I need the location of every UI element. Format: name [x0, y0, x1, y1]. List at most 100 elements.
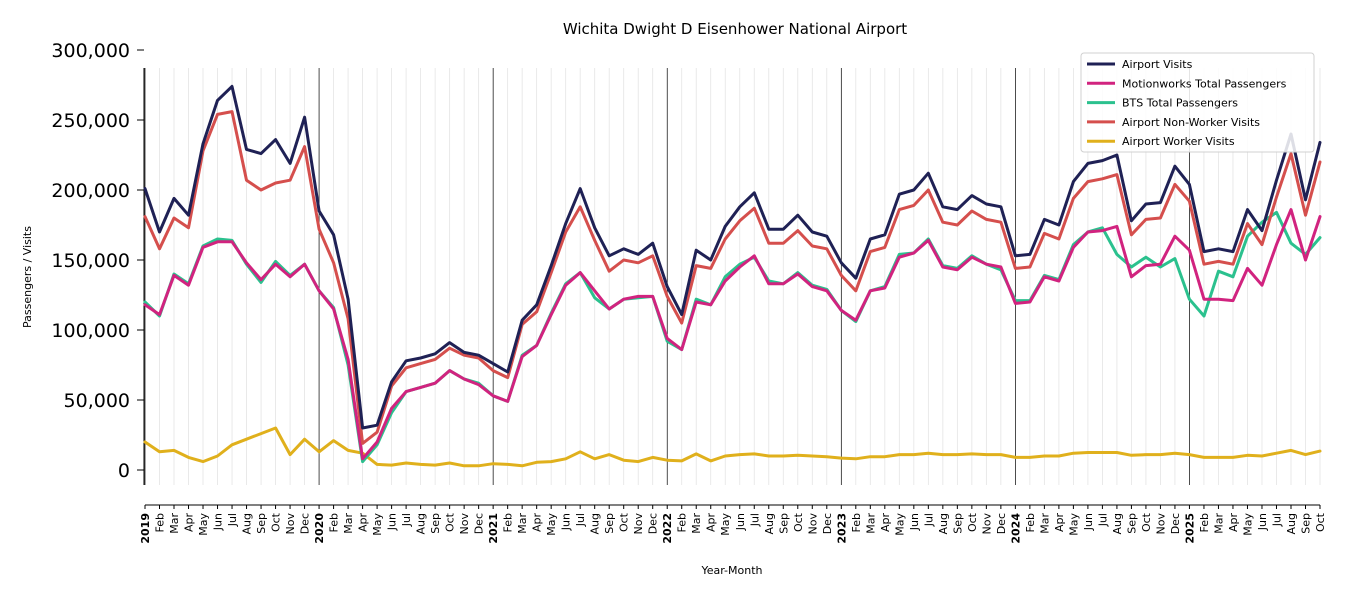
x-tick-label: Mar — [864, 513, 877, 534]
x-tick-label: Aug — [415, 513, 428, 534]
x-tick-label: Jul — [400, 513, 413, 527]
x-tick-label: May — [545, 513, 558, 536]
x-tick-label: Apr — [1227, 513, 1240, 533]
x-tick-label: Apr — [879, 513, 892, 533]
x-tick-label: Mar — [168, 513, 181, 534]
x-tick-label: Feb — [154, 513, 167, 532]
x-tick-label: Dec — [821, 513, 834, 534]
x-tick-label: Aug — [763, 513, 776, 534]
x-tick-label: Dec — [299, 513, 312, 534]
x-tick-label: Jun — [1256, 513, 1269, 531]
y-axis-label: Passengers / Visits — [21, 226, 34, 328]
x-tick-label: Sep — [429, 513, 442, 534]
legend: Airport Visits Motionworks Total Passenge… — [1080, 52, 1315, 153]
x-tick-label: Sep — [951, 513, 964, 534]
x-tick-label: Oct — [966, 512, 979, 532]
x-axis: 2019 Feb Mar Apr May Jun Jul Aug Sep Oct Nov Dec 202… — [139, 504, 1327, 544]
x-tick-label: Feb — [1198, 513, 1211, 532]
x-tick-label: Jul — [1270, 513, 1283, 527]
y-tick-label: 100,000 — [51, 320, 130, 342]
series-lines — [143, 84, 1322, 468]
x-tick-label: Nov — [980, 513, 993, 535]
x-tick-label: Apr — [1053, 513, 1066, 533]
series-line-motionworks-total-passengers — [143, 208, 1322, 461]
x-tick-label: Apr — [531, 513, 544, 533]
x-tick-label: Nov — [632, 513, 645, 535]
x-tick-label: Jun — [386, 513, 399, 531]
x-tick-label: Aug — [241, 513, 254, 534]
y-tick-label: 50,000 — [64, 390, 130, 412]
x-tick-label: Jul — [574, 513, 587, 527]
x-tick-label: Sep — [603, 513, 616, 534]
series-line-airport-worker-visits — [143, 426, 1322, 468]
x-tick-label: Apr — [357, 513, 370, 533]
x-tick-label: Feb — [328, 513, 341, 532]
legend-entry: BTS Total Passengers — [1122, 97, 1238, 110]
x-tick-label: Mar — [1038, 513, 1051, 534]
x-tick-label: Oct — [618, 512, 631, 532]
x-tick-label: Feb — [502, 513, 515, 532]
x-tick-label: Feb — [1024, 513, 1037, 532]
x-tick-label: Feb — [676, 513, 689, 532]
x-tick-label: May — [1241, 513, 1254, 536]
x-tick-label: Mar — [690, 513, 703, 534]
y-tick-label: 250,000 — [51, 110, 130, 132]
x-tick-label: Mar — [342, 513, 355, 534]
y-tick-label: 0 — [118, 460, 130, 482]
x-tick-label: Jul — [922, 513, 935, 527]
x-tick-label: Aug — [937, 513, 950, 534]
series-line-bts-total-passengers — [143, 210, 1322, 464]
legend-entry: Motionworks Total Passengers — [1122, 77, 1287, 90]
x-tick-label: Oct — [270, 512, 283, 532]
legend-box — [1080, 52, 1315, 153]
x-tick-label: 2023 — [835, 513, 848, 544]
y-tick-label: 150,000 — [51, 250, 130, 272]
legend-entry: Airport Worker Visits — [1122, 135, 1235, 148]
legend-entry: Airport Non-Worker Visits — [1122, 116, 1260, 129]
x-tick-label: May — [371, 513, 384, 536]
x-tick-label: Apr — [183, 513, 196, 533]
y-axis: 0 50,000 100,000 150,000 200,000 250,000 300,0… — [51, 40, 145, 485]
x-tick-label: 2019 — [139, 513, 152, 544]
x-tick-label: Oct — [792, 512, 805, 532]
x-tick-label: Jun — [734, 513, 747, 531]
x-tick-label: Dec — [647, 513, 660, 534]
x-tick-label: Nov — [806, 513, 819, 535]
legend-entry: Airport Visits — [1122, 58, 1193, 71]
x-tick-label: Jul — [226, 513, 239, 527]
x-axis-label: Year-Month — [700, 564, 762, 577]
y-tick-label: 300,000 — [51, 40, 130, 62]
x-tick-label: Mar — [516, 513, 529, 534]
x-tick-label: Oct — [1314, 512, 1327, 532]
x-tick-label: Dec — [473, 513, 486, 534]
x-tick-label: 2022 — [661, 513, 674, 544]
x-tick-label: Sep — [1125, 513, 1138, 534]
x-tick-label: Oct — [444, 512, 457, 532]
x-tick-label: Sep — [777, 513, 790, 534]
x-tick-label: Apr — [705, 513, 718, 533]
x-tick-label: Jun — [1082, 513, 1095, 531]
series-line-airport-visits — [143, 84, 1322, 430]
x-tick-label: May — [719, 513, 732, 536]
chart-title: Wichita Dwight D Eisenhower National Air… — [563, 20, 907, 38]
vertical-gridlines — [144, 68, 1321, 485]
series-line-airport-non-worker-visits — [143, 110, 1322, 445]
x-tick-label: Nov — [1154, 513, 1167, 535]
x-tick-label: Nov — [284, 513, 297, 535]
x-tick-label: Nov — [458, 513, 471, 535]
y-tick-label: 200,000 — [51, 180, 130, 202]
x-tick-label: Jun — [908, 513, 921, 531]
x-tick-label: Jun — [212, 513, 225, 531]
x-tick-label: Dec — [1169, 513, 1182, 534]
x-tick-label: Aug — [589, 513, 602, 534]
x-tick-label: May — [1067, 513, 1080, 536]
x-tick-label: Dec — [995, 513, 1008, 534]
x-tick-label: May — [197, 513, 210, 536]
x-tick-label: 2024 — [1009, 513, 1022, 544]
x-tick-label: Jul — [748, 513, 761, 527]
x-tick-label: Aug — [1111, 513, 1124, 534]
x-tick-label: Jul — [1096, 513, 1109, 527]
x-tick-label: 2020 — [313, 513, 326, 544]
x-tick-label: 2025 — [1183, 513, 1196, 544]
